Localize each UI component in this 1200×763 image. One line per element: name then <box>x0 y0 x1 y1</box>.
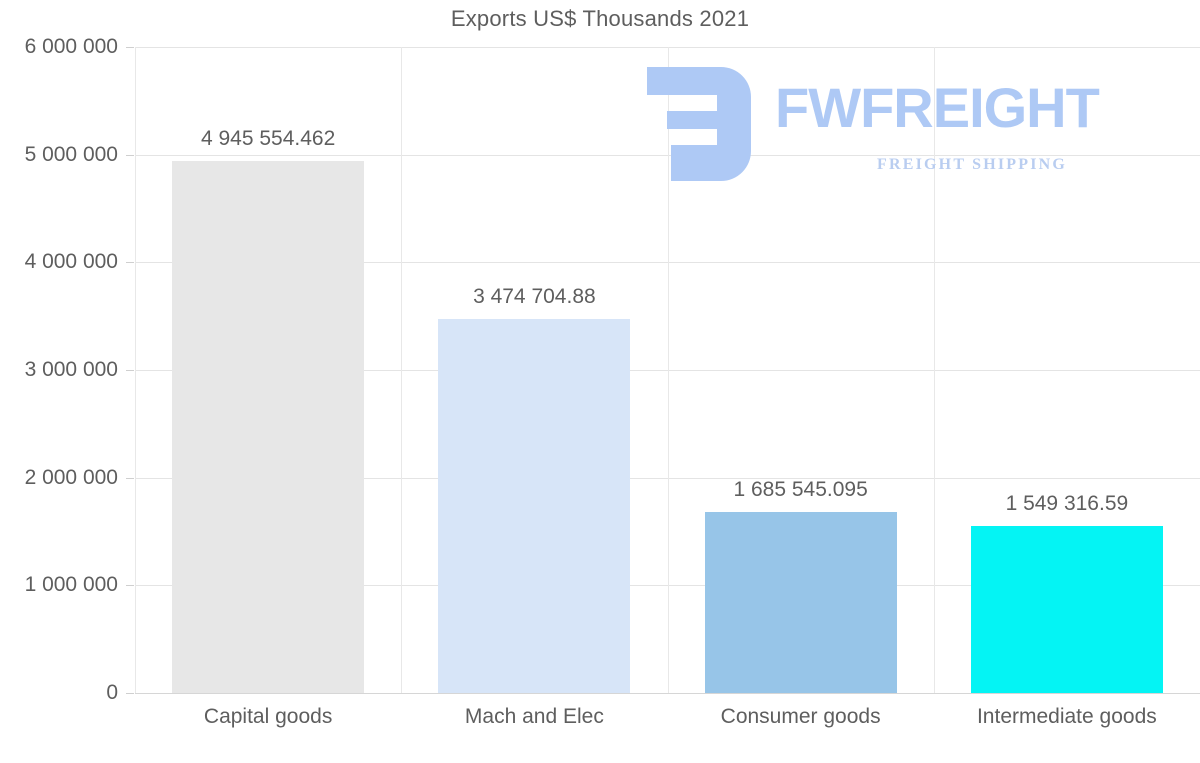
y-axis-tick-mark <box>126 47 134 48</box>
bar[interactable] <box>704 511 897 693</box>
y-axis-tick-label: 6 000 000 <box>24 35 118 58</box>
y-axis-tick-label: 2 000 000 <box>24 465 118 489</box>
y-axis-tick-label: 3 000 000 <box>24 358 118 381</box>
y-axis-tick-mark <box>126 477 134 479</box>
x-axis-category-label: Intermediate goods <box>976 705 1157 728</box>
category-separator <box>135 47 136 693</box>
y-axis-tick-mark <box>126 154 134 156</box>
bar-value-label: 3 474 704.88 <box>473 284 596 308</box>
chart-title: Exports US$ Thousands 2021 <box>450 6 750 31</box>
y-axis-tick-mark <box>126 693 134 694</box>
y-axis-tick-label: 0 <box>106 681 118 704</box>
plot-area <box>135 47 1200 694</box>
bar-value-label: 4 945 554.462 <box>200 126 336 150</box>
x-axis-category-label: Capital goods <box>203 705 333 728</box>
gridline <box>135 693 1200 694</box>
y-axis-tick-label: 4 000 000 <box>24 250 118 274</box>
bar-value-label: 1 685 545.095 <box>733 477 868 501</box>
y-axis-tick-mark <box>126 370 134 371</box>
bar[interactable] <box>438 318 631 693</box>
bar[interactable] <box>970 526 1163 693</box>
bar[interactable] <box>172 160 365 693</box>
y-axis-tick-label: 5 000 000 <box>24 142 118 166</box>
category-separator <box>934 47 935 693</box>
y-axis-tick-mark <box>126 585 134 587</box>
y-axis-tick-mark <box>126 262 134 264</box>
y-axis-tick-label: 1 000 000 <box>24 573 118 597</box>
bar-value-label: 1 549 316.59 <box>1005 492 1129 516</box>
x-axis-category-label: Mach and Elec <box>464 705 604 728</box>
x-axis-category-label: Consumer goods <box>720 705 881 728</box>
gridline <box>135 262 1200 264</box>
gridline <box>135 477 1200 479</box>
gridline <box>135 585 1200 587</box>
category-separator <box>401 47 402 693</box>
gridline <box>135 370 1200 371</box>
gridline <box>135 47 1200 48</box>
category-separator <box>668 47 669 693</box>
